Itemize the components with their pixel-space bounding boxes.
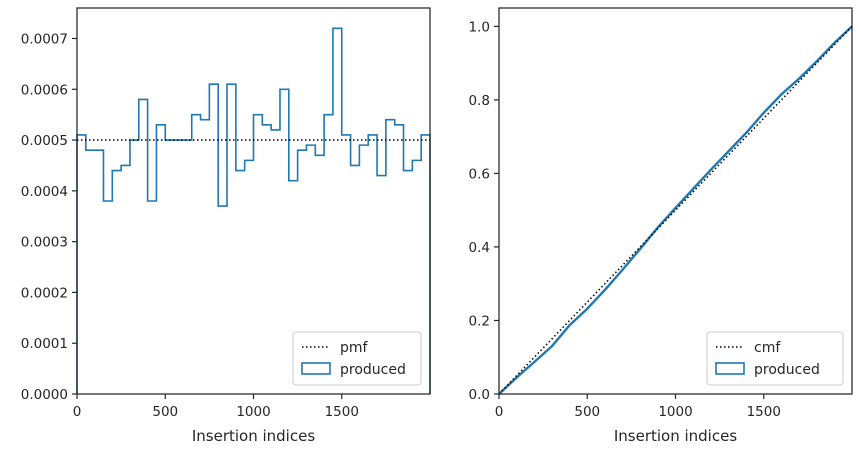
x-tick-label: 1000 xyxy=(236,404,270,420)
y-tick-label: 0.0 xyxy=(469,387,490,403)
x-tick-label: 0 xyxy=(495,404,504,420)
produced-step-series xyxy=(76,27,431,394)
y-tick-label: 0.8 xyxy=(469,93,490,109)
cmf-reference-line xyxy=(498,25,853,395)
legend-produced-swatch xyxy=(301,362,331,375)
x-tick-label: 1500 xyxy=(325,404,359,420)
legend: pmf produced xyxy=(292,331,422,386)
y-tick-label: 0.4 xyxy=(469,240,490,256)
x-tick-label: 1000 xyxy=(658,404,692,420)
y-tick-label: 1.0 xyxy=(469,19,490,35)
y-tick-label: 0.0005 xyxy=(21,133,68,149)
legend-label: produced xyxy=(340,362,406,378)
legend-label: pmf xyxy=(340,340,369,356)
legend-label: cmf xyxy=(754,340,781,356)
produced-line-series xyxy=(498,25,853,395)
y-tick-label: 0.0007 xyxy=(21,31,68,47)
x-tick-label: 1500 xyxy=(747,404,781,420)
legend-produced-swatch xyxy=(715,362,745,375)
y-tick-label: 0.0001 xyxy=(21,336,68,352)
legend-box xyxy=(706,331,844,386)
legend-box xyxy=(292,331,422,386)
left-chart-panel: 0 500 1000 1500 0.0000 0.0001 0.0002 0.0003 0.00… xyxy=(21,7,431,445)
legend: cmf produced xyxy=(706,331,844,386)
right-chart-panel: 0 500 1000 1500 0.0 0.2 0.4 0.6 0.8 1.0 Insertion … xyxy=(469,7,853,445)
y-tick-label: 0.0000 xyxy=(21,387,68,403)
legend-label: produced xyxy=(754,362,820,378)
x-tick-label: 500 xyxy=(152,404,178,420)
y-tick-label: 0.0003 xyxy=(21,235,68,251)
y-tick-label: 0.2 xyxy=(469,313,490,329)
x-axis-label: Insertion indices xyxy=(614,427,737,445)
x-tick-label: 0 xyxy=(73,404,82,420)
x-tick-label: 500 xyxy=(574,404,600,420)
y-tick-label: 0.0006 xyxy=(21,82,68,98)
y-tick-label: 0.6 xyxy=(469,166,490,182)
y-tick-label: 0.0002 xyxy=(21,285,68,301)
y-tick-label: 0.0004 xyxy=(21,184,68,200)
x-axis-label: Insertion indices xyxy=(192,427,315,445)
